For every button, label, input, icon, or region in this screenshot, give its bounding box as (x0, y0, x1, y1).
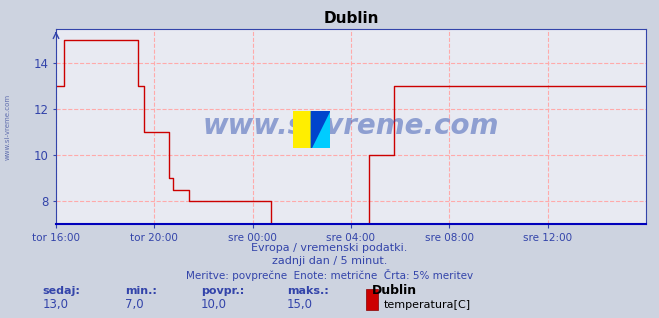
Text: povpr.:: povpr.: (201, 286, 244, 296)
Text: Meritve: povprečne  Enote: metrične  Črta: 5% meritev: Meritve: povprečne Enote: metrične Črta:… (186, 269, 473, 281)
Text: temperatura[C]: temperatura[C] (384, 301, 471, 310)
Title: Dublin: Dublin (323, 11, 379, 26)
Text: 15,0: 15,0 (287, 299, 312, 311)
Text: www.si-vreme.com: www.si-vreme.com (203, 112, 499, 141)
Text: min.:: min.: (125, 286, 157, 296)
Text: sedaj:: sedaj: (43, 286, 80, 296)
Text: maks.:: maks.: (287, 286, 328, 296)
Polygon shape (312, 111, 330, 148)
Text: Evropa / vremenski podatki.: Evropa / vremenski podatki. (251, 243, 408, 253)
Bar (293, 111, 312, 148)
Text: zadnji dan / 5 minut.: zadnji dan / 5 minut. (272, 256, 387, 266)
Text: Dublin: Dublin (372, 284, 417, 297)
Text: 7,0: 7,0 (125, 299, 144, 311)
Text: 10,0: 10,0 (201, 299, 227, 311)
Text: 13,0: 13,0 (43, 299, 69, 311)
Text: www.si-vreme.com: www.si-vreme.com (5, 94, 11, 160)
Polygon shape (312, 111, 330, 148)
